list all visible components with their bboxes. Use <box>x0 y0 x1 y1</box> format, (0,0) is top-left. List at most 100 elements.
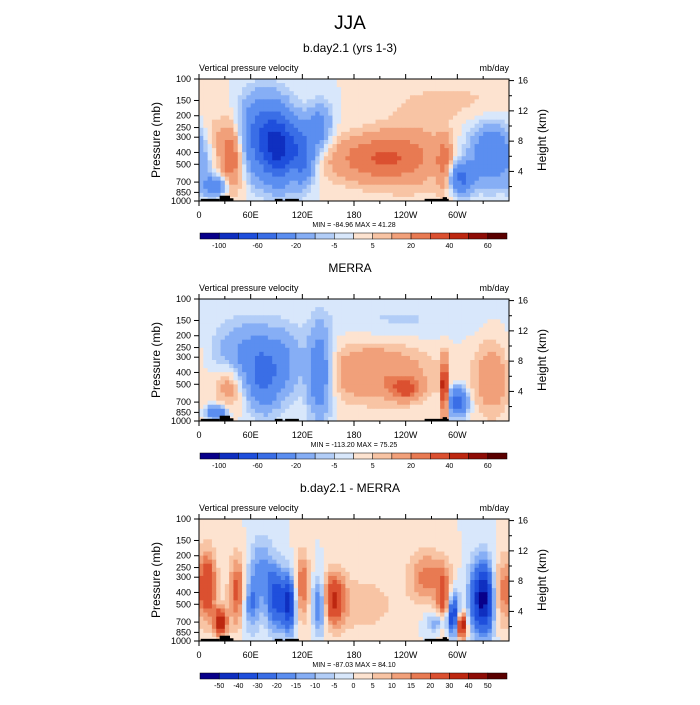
heatmap-cell <box>298 327 303 331</box>
heatmap-cell <box>208 360 213 364</box>
heatmap-cell <box>453 87 458 91</box>
heatmap-cell <box>294 531 299 535</box>
heatmap-cell <box>487 397 492 401</box>
heatmap-cell <box>251 99 256 103</box>
heatmap-cell <box>444 364 449 368</box>
heatmap-cell <box>341 327 346 331</box>
heatmap-cell <box>199 79 204 83</box>
heatmap-cell <box>242 95 247 99</box>
heatmap-cell <box>233 401 238 405</box>
heatmap-cell <box>487 340 492 344</box>
heatmap-cell <box>432 397 437 401</box>
heatmap-cell <box>487 413 492 417</box>
heatmap-cell <box>479 336 484 340</box>
heatmap-cell <box>500 364 505 368</box>
heatmap-cell <box>384 185 389 189</box>
heatmap-cell <box>307 185 312 189</box>
heatmap-cell <box>444 352 449 356</box>
heatmap-cell <box>427 344 432 348</box>
heatmap-cell <box>315 107 320 111</box>
heatmap-cell <box>363 83 368 87</box>
heatmap-cell <box>320 531 325 535</box>
heatmap-cell <box>225 128 230 132</box>
heatmap-cell <box>350 527 355 531</box>
heatmap-cell <box>354 83 359 87</box>
heatmap-cell <box>462 523 467 527</box>
heatmap-cell <box>432 140 437 144</box>
heatmap-cell <box>229 352 234 356</box>
heatmap-cell <box>432 95 437 99</box>
heatmap-cell <box>384 116 389 120</box>
heatmap-cell <box>384 360 389 364</box>
heatmap-cell <box>337 523 342 527</box>
heatmap-cell <box>246 124 251 128</box>
heatmap-cell <box>500 144 505 148</box>
heatmap-cell <box>259 401 264 405</box>
heatmap-cell <box>376 319 381 323</box>
heatmap-cell <box>324 368 329 372</box>
heatmap-cell <box>233 311 238 315</box>
heatmap-cell <box>376 148 381 152</box>
heatmap-cell <box>483 340 488 344</box>
heatmap-cell <box>492 148 497 152</box>
heatmap-cell <box>354 185 359 189</box>
heatmap-cell <box>311 405 316 409</box>
heatmap-cell <box>462 173 467 177</box>
heatmap-cell <box>264 120 269 124</box>
heatmap-cell <box>397 531 402 535</box>
heatmap-cell <box>281 360 286 364</box>
heatmap-cell <box>251 299 256 303</box>
heatmap-cell <box>294 340 299 344</box>
heatmap-cell <box>440 397 445 401</box>
heatmap-cell <box>384 319 389 323</box>
heatmap-cell <box>423 401 428 405</box>
heatmap-cell <box>432 307 437 311</box>
heatmap-cell <box>255 409 260 413</box>
heatmap-cell <box>479 531 484 535</box>
heatmap-cell <box>496 397 501 401</box>
heatmap-cell <box>388 303 393 307</box>
heatmap-cell <box>427 372 432 376</box>
heatmap-cell <box>436 376 441 380</box>
heatmap-cell <box>470 144 475 148</box>
heatmap-cell <box>216 327 221 331</box>
heatmap-cell <box>440 368 445 372</box>
heatmap-cell <box>483 409 488 413</box>
heatmap-cell <box>388 177 393 181</box>
heatmap-cell <box>268 531 273 535</box>
heatmap-cell <box>440 303 445 307</box>
heatmap-cell <box>376 384 381 388</box>
heatmap-cell <box>393 128 398 132</box>
heatmap-cell <box>225 185 230 189</box>
heatmap-cell <box>466 87 471 91</box>
heatmap-cell <box>289 364 294 368</box>
heatmap-cell <box>384 95 389 99</box>
heatmap-cell <box>264 523 269 527</box>
heatmap-cell <box>311 136 316 140</box>
heatmap-cell <box>233 116 238 120</box>
heatmap-cell <box>277 519 282 523</box>
heatmap-cell <box>251 336 256 340</box>
heatmap-cell <box>475 116 480 120</box>
heatmap-cell <box>457 413 462 417</box>
heatmap-cell <box>277 156 282 160</box>
heatmap-cell <box>324 164 329 168</box>
heatmap-cell <box>462 352 467 356</box>
heatmap-cell <box>294 384 299 388</box>
heatmap-cell <box>462 193 467 197</box>
heatmap-cell <box>367 311 372 315</box>
heatmap-cell <box>229 388 234 392</box>
heatmap-cell <box>320 352 325 356</box>
heatmap-cell <box>311 397 316 401</box>
heatmap-cell <box>320 91 325 95</box>
heatmap-cell <box>225 148 230 152</box>
heatmap-cell <box>436 152 441 156</box>
heatmap-cell <box>371 368 376 372</box>
heatmap-cell <box>251 315 256 319</box>
heatmap-cell <box>397 128 402 132</box>
heatmap-cell <box>479 393 484 397</box>
heatmap-cell <box>216 128 221 132</box>
heatmap-cell <box>496 303 501 307</box>
heatmap-cell <box>492 327 497 331</box>
